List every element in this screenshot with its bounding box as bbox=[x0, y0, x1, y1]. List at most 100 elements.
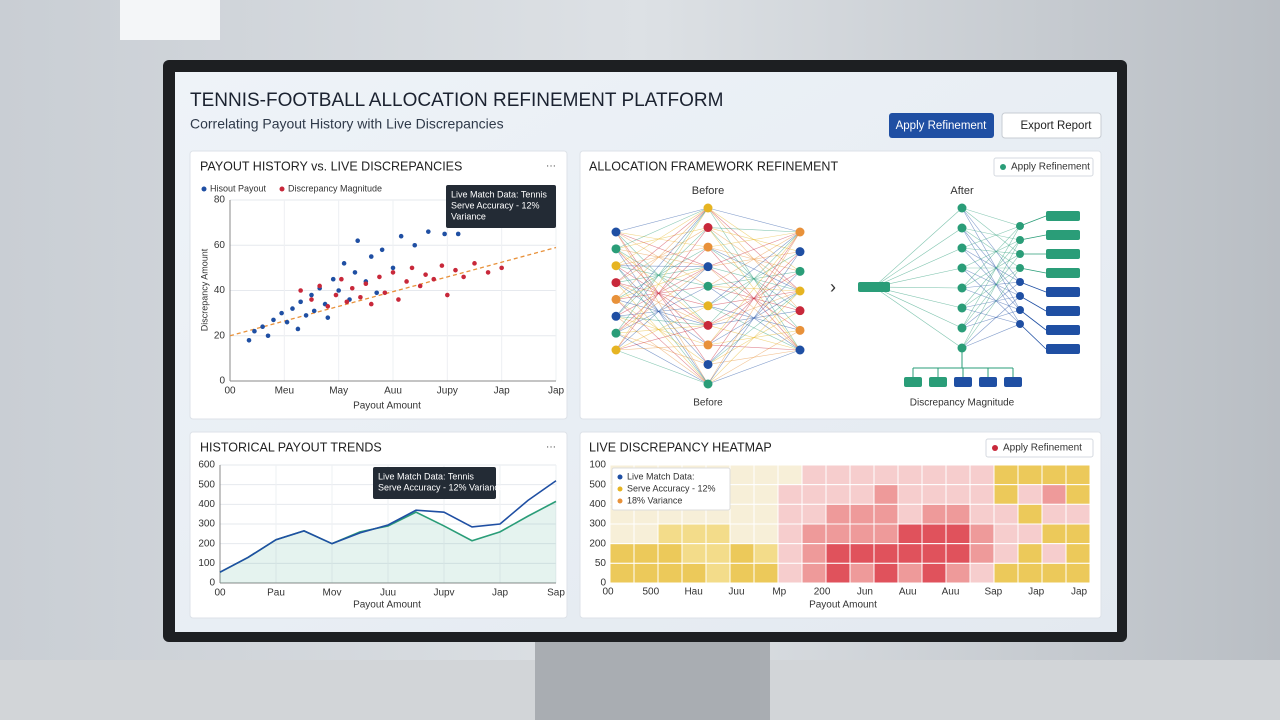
heat-cell bbox=[1041, 543, 1067, 564]
panel-menu[interactable]: ··· bbox=[546, 442, 556, 453]
edge bbox=[961, 287, 1021, 311]
x-tick-label: Jap bbox=[1028, 587, 1045, 598]
chip[interactable] bbox=[985, 438, 1094, 458]
node-box bbox=[979, 377, 997, 387]
node-box bbox=[1046, 249, 1080, 259]
x-tick-label: 200 bbox=[814, 587, 831, 598]
point bbox=[252, 328, 257, 334]
x-tick-label: Sap bbox=[547, 588, 565, 599]
point bbox=[472, 261, 477, 266]
heat-cell bbox=[753, 523, 779, 545]
x-tick-label: Hau bbox=[684, 587, 702, 598]
x-tick-label: Sap bbox=[984, 587, 1002, 598]
edge bbox=[615, 299, 709, 365]
edge bbox=[615, 246, 709, 267]
y-tick-label: 100 bbox=[589, 460, 606, 471]
node bbox=[703, 301, 713, 311]
point bbox=[355, 238, 360, 244]
edge bbox=[615, 248, 709, 346]
edge bbox=[707, 231, 801, 326]
node-box bbox=[1046, 325, 1080, 335]
edge bbox=[961, 247, 1021, 283]
chip[interactable] bbox=[993, 157, 1094, 177]
edge bbox=[961, 267, 1021, 349]
edge bbox=[707, 231, 801, 365]
node bbox=[1016, 222, 1024, 230]
tooltip-text: Live Match Data: Tennis bbox=[378, 471, 474, 481]
edge bbox=[615, 315, 709, 346]
panel-menu[interactable]: ··· bbox=[546, 161, 556, 172]
heat-cell bbox=[801, 464, 827, 486]
export-button-label[interactable]: Export Report bbox=[1021, 120, 1093, 132]
panel-title: PAYOUT HISTORY vs. LIVE DISCREPANCIES bbox=[200, 159, 462, 173]
edge bbox=[961, 247, 1021, 311]
panel-title: ALLOCATION FRAMEWORK REFINEMENT bbox=[589, 159, 838, 173]
point bbox=[390, 265, 396, 271]
point bbox=[431, 276, 437, 282]
tooltip-text: Live Match Data: Tennis bbox=[451, 189, 547, 199]
edge bbox=[615, 248, 709, 307]
edge bbox=[961, 309, 1021, 329]
edge bbox=[1019, 295, 1047, 312]
apply-button[interactable] bbox=[889, 113, 994, 138]
edge bbox=[961, 207, 1021, 255]
edge bbox=[615, 207, 709, 300]
y-tick-label: 80 bbox=[214, 195, 226, 206]
edge bbox=[615, 246, 709, 300]
point bbox=[499, 265, 504, 271]
heat-cell bbox=[897, 543, 923, 564]
node-box bbox=[1004, 377, 1022, 387]
heat-cell bbox=[969, 562, 995, 584]
point bbox=[455, 231, 461, 237]
x-axis-label: Payout Amount bbox=[353, 600, 421, 611]
edge bbox=[615, 282, 709, 385]
heat-cell bbox=[657, 543, 683, 564]
legend-swatch bbox=[617, 486, 623, 492]
edge bbox=[873, 286, 963, 349]
edge bbox=[615, 349, 709, 385]
chip-label[interactable]: Apply Refinement bbox=[1011, 162, 1090, 173]
heat-cell bbox=[897, 484, 923, 505]
node bbox=[703, 203, 713, 213]
edge bbox=[615, 207, 709, 250]
chip-label[interactable]: Apply Refinement bbox=[1003, 443, 1082, 454]
edge bbox=[707, 330, 801, 385]
heat-cell bbox=[729, 484, 755, 505]
x-tick-label: Jap bbox=[548, 386, 565, 397]
heat-cell bbox=[753, 543, 779, 564]
node bbox=[957, 203, 967, 213]
edge bbox=[1019, 215, 1047, 227]
edge bbox=[615, 265, 709, 385]
heat-cell bbox=[609, 523, 635, 545]
node bbox=[795, 345, 805, 355]
x-tick-label: Juu bbox=[380, 588, 396, 599]
heat-cell bbox=[705, 562, 731, 584]
point bbox=[284, 319, 290, 325]
x-tick-label: May bbox=[329, 386, 348, 397]
edge bbox=[961, 247, 1021, 255]
x-tick-label: Jap bbox=[492, 588, 509, 599]
node-box bbox=[929, 377, 947, 387]
heat-cell bbox=[777, 523, 803, 545]
y-tick-label: 400 bbox=[589, 499, 606, 510]
point bbox=[352, 270, 358, 275]
heat-cell bbox=[657, 562, 683, 584]
node-box bbox=[1046, 287, 1080, 297]
edge bbox=[961, 267, 1021, 297]
edge bbox=[615, 344, 709, 351]
y-tick-label: 300 bbox=[589, 519, 606, 530]
x-tick-label: Mp bbox=[772, 587, 786, 598]
node bbox=[795, 325, 805, 335]
y-tick-label: 300 bbox=[198, 519, 215, 530]
export-button[interactable] bbox=[1001, 112, 1102, 139]
heat-cell bbox=[921, 503, 947, 525]
point bbox=[409, 265, 415, 271]
edge bbox=[615, 325, 709, 351]
heat-cell bbox=[825, 523, 851, 545]
heat-cell bbox=[729, 523, 755, 545]
apply-button-label[interactable]: Apply Refinement bbox=[896, 120, 988, 132]
x-tick-label: Jap bbox=[1071, 587, 1088, 598]
edge bbox=[961, 207, 1021, 227]
point bbox=[374, 290, 380, 296]
point bbox=[423, 272, 428, 277]
